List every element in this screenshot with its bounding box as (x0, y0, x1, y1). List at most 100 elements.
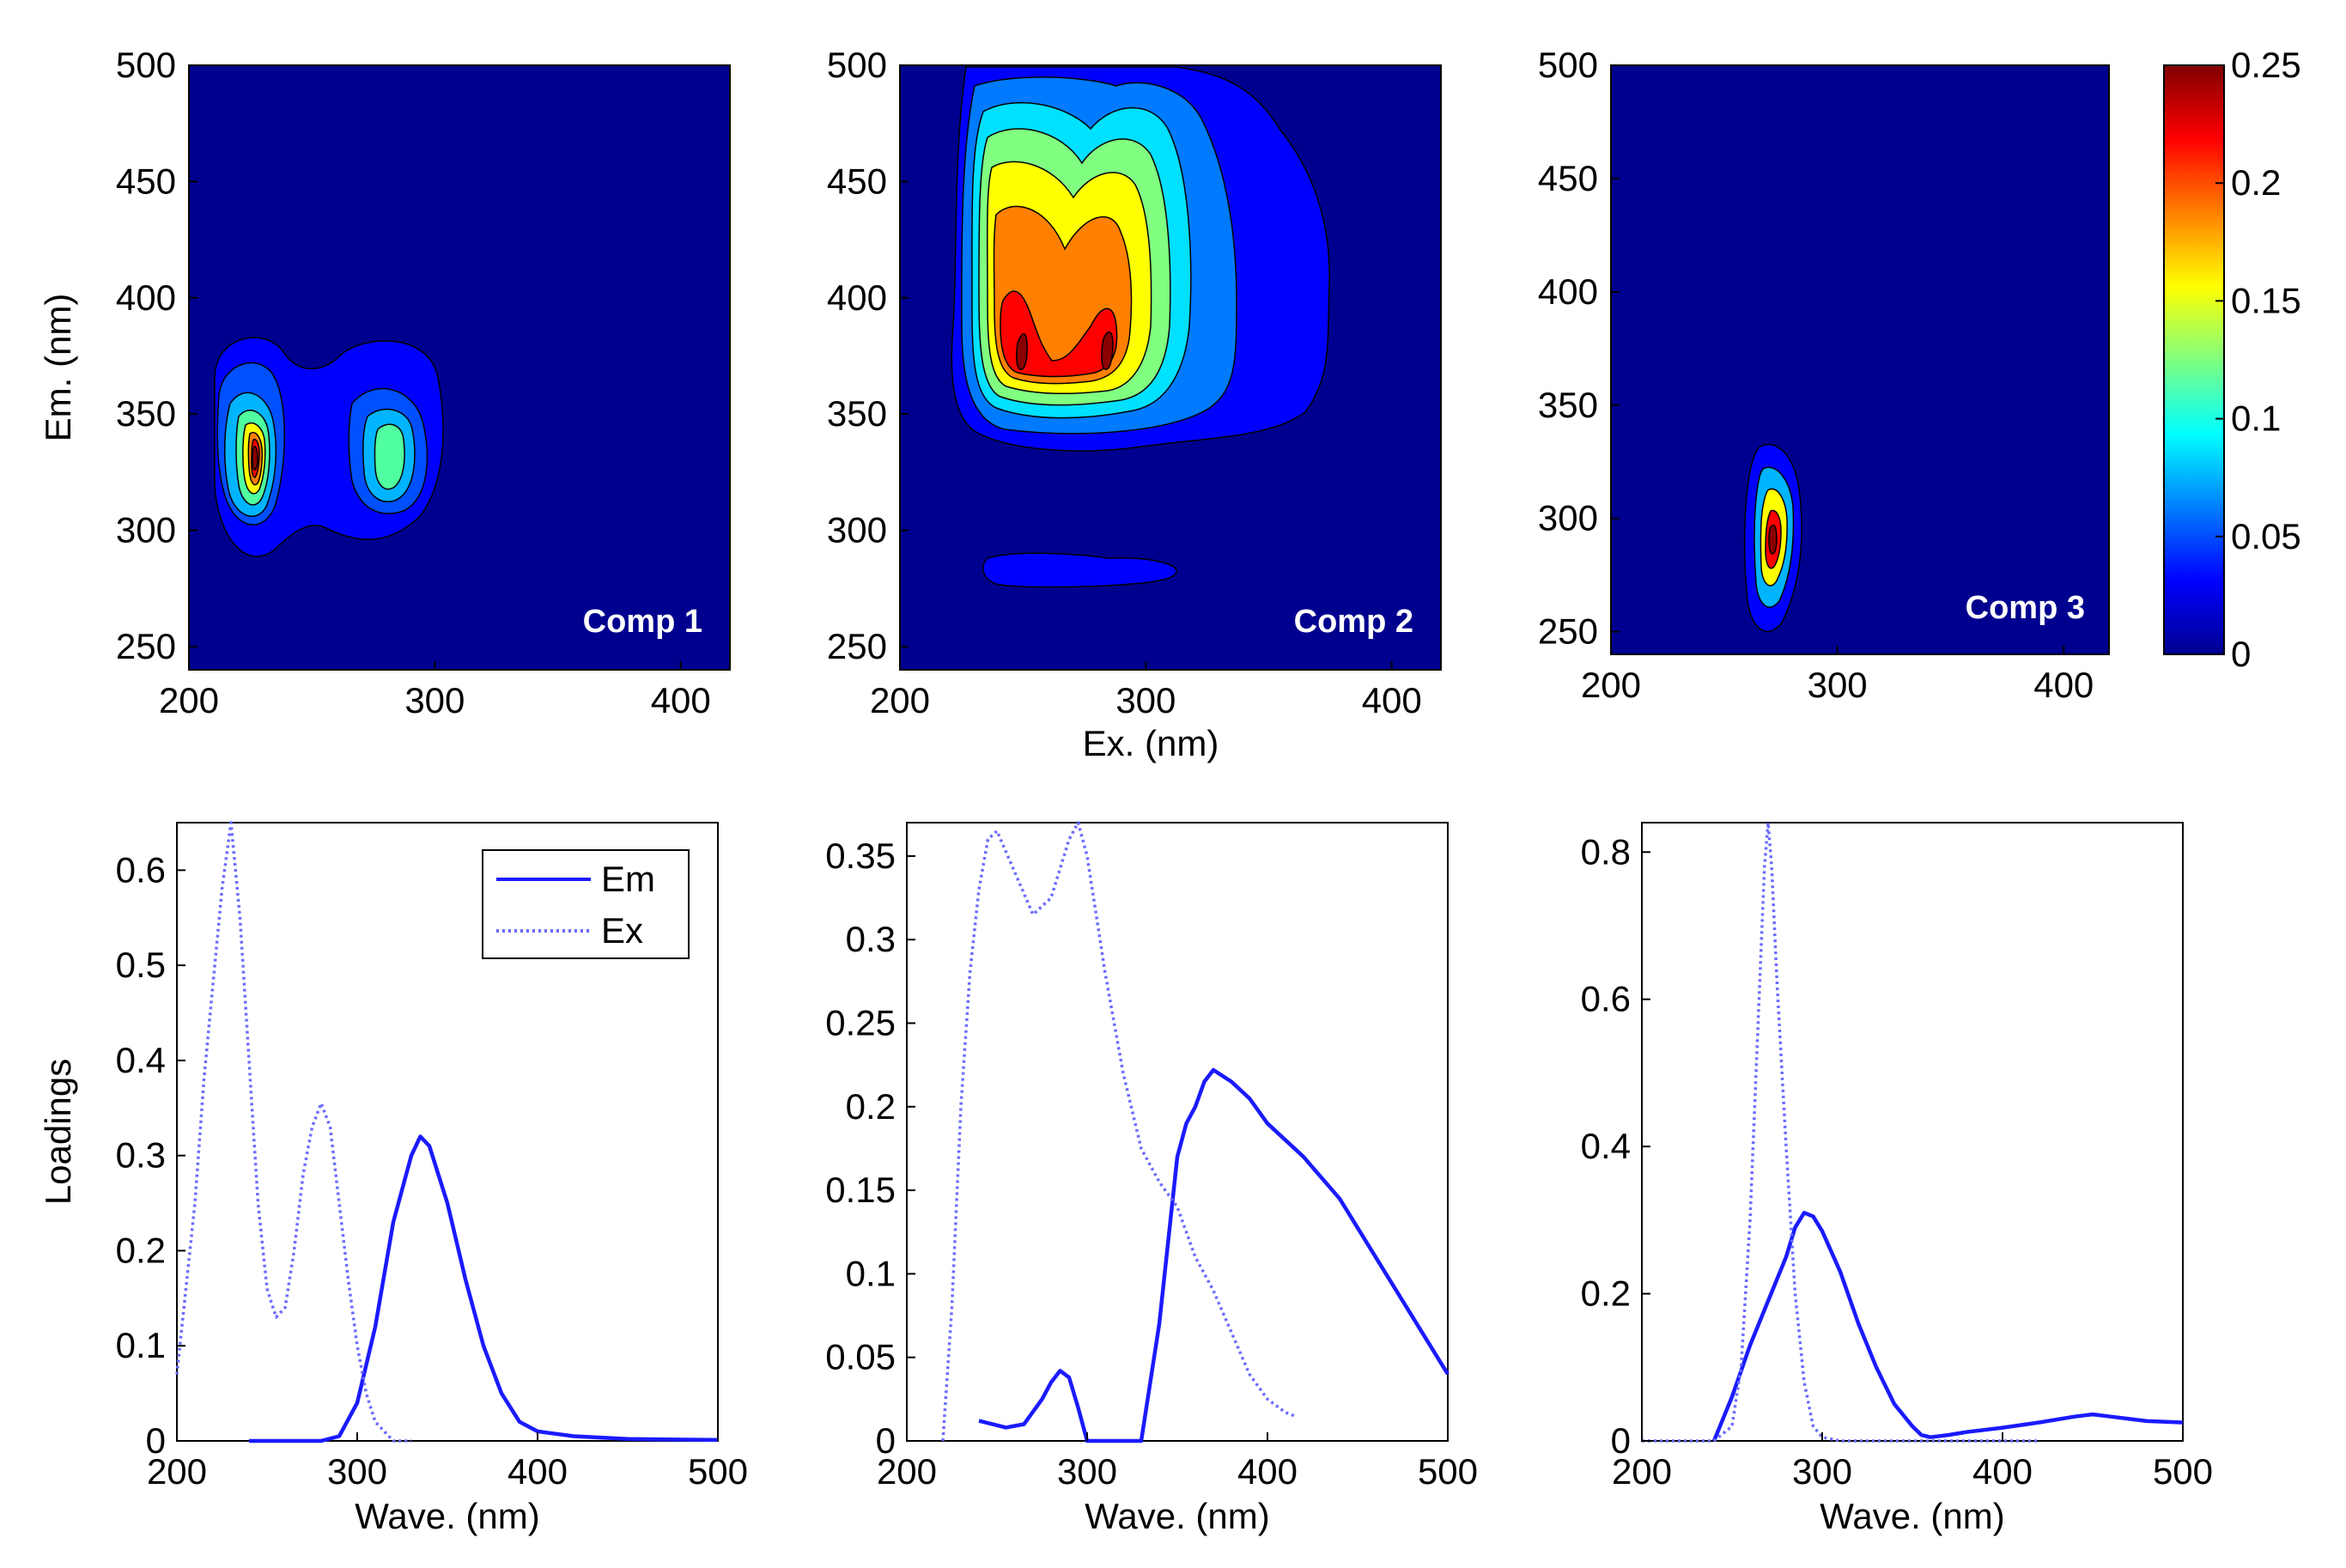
x-tick-label: 400 (1362, 680, 1422, 720)
contour-panel-comp3: Comp 3 200 300 400 250 300 350 400 450 500 (1538, 45, 2110, 705)
y-tick-label: 0.4 (116, 1040, 166, 1080)
colorbar-tick-label: 0.25 (2231, 45, 2301, 85)
y-tick-label: 0 (876, 1420, 896, 1461)
panel-title: Comp 3 (1966, 590, 2085, 626)
contour-level-11 (252, 446, 258, 471)
colorbar-tick-label: 0.2 (2231, 162, 2281, 203)
y-axis-label: Em. (nm) (38, 294, 78, 442)
y-ticks: 0 0.1 0.2 0.3 0.4 0.5 0.6 (116, 849, 185, 1461)
colorbar-tick-label: 0.05 (2231, 516, 2301, 556)
y-tick-label: 350 (116, 393, 176, 434)
y-tick-label: 0.5 (116, 945, 166, 985)
y-tick-label: 0.05 (825, 1337, 896, 1377)
x-ticks: 200 300 400 500 (1612, 1432, 2213, 1492)
y-tick-label: 400 (1538, 271, 1598, 312)
colorbar-tick-label: 0.1 (2231, 398, 2281, 439)
x-tick-label: 200 (147, 1451, 207, 1492)
colorbar-ticks: 0 0.05 0.1 0.15 0.2 0.25 (2215, 45, 2301, 674)
y-tick-label: 0.4 (1581, 1126, 1631, 1166)
x-tick-label: 400 (507, 1451, 568, 1492)
contour-level-8 (1016, 333, 1028, 370)
x-tick-label: 400 (1972, 1451, 2033, 1492)
series-em-line (978, 1067, 1450, 1443)
y-tick-label: 250 (827, 626, 887, 666)
legend-box (482, 849, 690, 959)
contour-level-7 (1000, 290, 1118, 378)
series-lines (941, 821, 1450, 1443)
colorbar-tick-label: 0 (2231, 634, 2251, 674)
x-tick-label: 400 (1237, 1451, 1298, 1492)
y-tick-label: 300 (827, 510, 887, 550)
x-tick-label: 400 (2033, 665, 2094, 705)
x-tick-label: 200 (159, 680, 219, 720)
x-axis-label: Wave. (nm) (355, 1496, 539, 1536)
contour-level-10 (982, 552, 1177, 588)
contour-levels (214, 337, 444, 557)
x-tick-label: 200 (870, 680, 930, 720)
y-tick-label: 250 (1538, 611, 1598, 652)
series-ex-line (175, 821, 411, 1443)
y-tick-label: 350 (1538, 385, 1598, 425)
y-tick-label: 350 (827, 393, 887, 434)
y-tick-label: 0.6 (116, 849, 166, 890)
y-tick-label: 0.3 (846, 919, 896, 959)
series-em-line (1711, 1211, 2184, 1442)
x-ticks: 200 300 400 500 (877, 1432, 1478, 1492)
contour-level-7 (374, 423, 405, 490)
x-tick-label: 500 (688, 1451, 748, 1492)
legend: Em Ex (482, 849, 690, 959)
x-tick-label: 500 (2153, 1451, 2213, 1492)
plot-area (906, 822, 1449, 1442)
colorbar: 0 0.05 0.1 0.15 0.2 0.25 (2163, 45, 2301, 674)
y-tick-label: 450 (116, 161, 176, 201)
panel-title: Comp 2 (1294, 604, 1413, 640)
y-tick-label: 0.6 (1581, 979, 1631, 1019)
y-tick-label: 0 (1611, 1420, 1631, 1461)
y-tick-label: 0.25 (825, 1003, 896, 1043)
y-tick-label: 300 (116, 510, 176, 550)
y-tick-label: 0.3 (116, 1135, 166, 1176)
y-tick-label: 400 (827, 277, 887, 318)
y-tick-label: 0.1 (116, 1325, 166, 1365)
y-tick-label: 0.2 (1581, 1273, 1631, 1314)
y-tick-label: 0.35 (825, 836, 896, 876)
y-ticks: 0 0.05 0.1 0.15 0.2 0.25 0.3 0.35 (825, 836, 915, 1461)
colorbar-tick-label: 0.15 (2231, 280, 2301, 320)
x-tick-label: 300 (1115, 680, 1176, 720)
x-tick-label: 300 (404, 680, 465, 720)
series-ex-line (1642, 821, 2039, 1443)
y-tick-label: 400 (116, 277, 176, 318)
line-panel-2: 200 300 400 500 00.050.10.150.20.250.30.35 … (825, 821, 1478, 1536)
y-ticks: 250 300 350 400 450 500 (827, 45, 909, 666)
contour-level-9 (1101, 331, 1114, 370)
y-tick-label: 500 (827, 45, 887, 85)
y-tick-label: 0.15 (825, 1170, 896, 1210)
y-ticks: 250 300 350 400 450 500 (1538, 45, 1620, 652)
x-ticks: 200 300 400 (870, 661, 1422, 720)
y-tick-label: 0.2 (846, 1086, 896, 1127)
x-axis-label: Ex. (nm) (1083, 723, 1219, 763)
contour-panel-comp1: Comp 1 Em. (nm) 200 300 400 250 300 350 400 45… (38, 45, 731, 720)
legend-label-ex: Ex (601, 910, 643, 951)
contour-level-5 (1768, 525, 1778, 555)
panel-title: Comp 1 (583, 604, 702, 640)
x-tick-label: 400 (651, 680, 711, 720)
y-ticks: 0 0.2 0.4 0.6 0.8 (1581, 831, 1650, 1461)
x-ticks: 200 300 400 500 (147, 1432, 748, 1492)
y-axis-label: Loadings (38, 1059, 78, 1205)
plot-area (1641, 822, 2184, 1442)
y-tick-label: 450 (1538, 158, 1598, 198)
x-axis-label: Wave. (nm) (1820, 1496, 2004, 1536)
x-tick-label: 300 (1057, 1451, 1117, 1492)
y-tick-label: 450 (827, 161, 887, 201)
legend-label-em: Em (601, 859, 655, 899)
y-tick-label: 0.8 (1581, 831, 1631, 872)
y-tick-label: 0 (146, 1420, 166, 1461)
x-tick-label: 200 (1581, 665, 1641, 705)
x-tick-label: 200 (1612, 1451, 1672, 1492)
x-tick-label: 300 (1808, 665, 1868, 705)
y-tick-label: 300 (1538, 498, 1598, 538)
x-axis-label: Wave. (nm) (1085, 1496, 1269, 1536)
contour-panel-comp2: Comp 2 Ex. (nm) 200 300 400 250 300 350 400 45… (827, 45, 1442, 763)
